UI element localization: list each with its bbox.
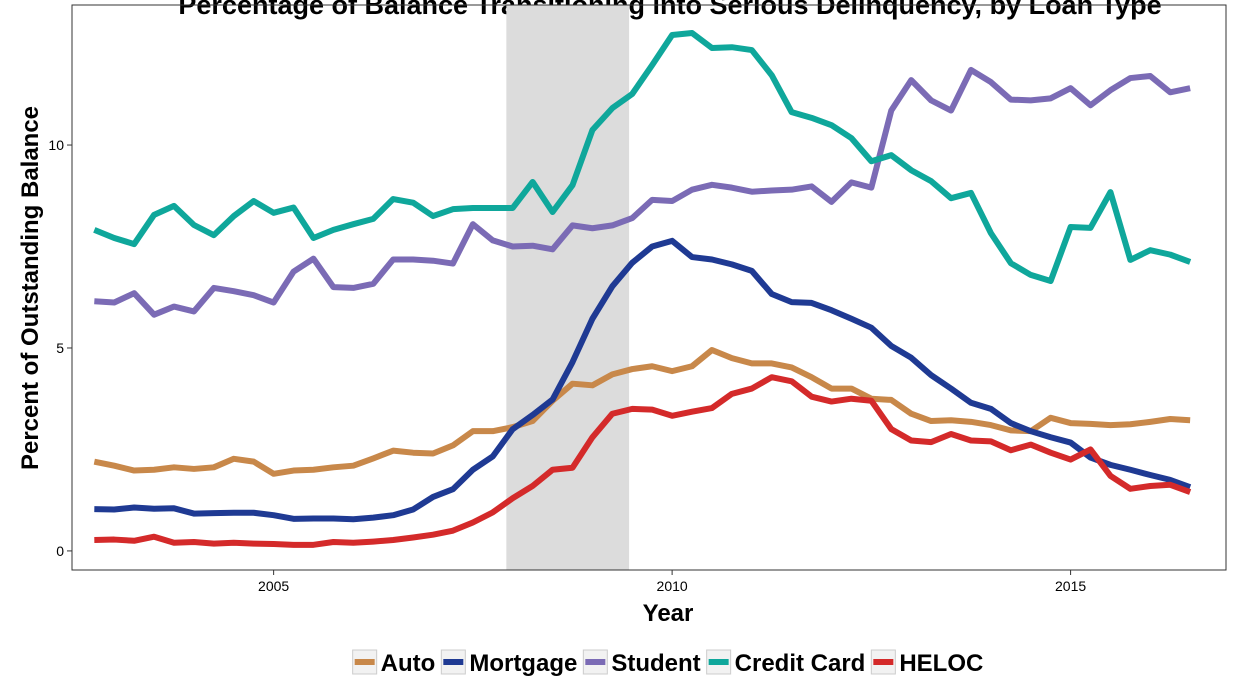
y-tick-label: 10 [48,137,64,153]
x-tick-label: 2015 [1055,578,1086,594]
series-line [94,237,1192,523]
legend-label: HELOC [899,650,983,677]
legend-label: Auto [381,650,436,677]
plot-border [71,4,1227,571]
legend-label: Mortgage [469,650,577,677]
series-line [94,66,1191,318]
x-tick-label: 2010 [657,578,688,594]
legend-label: Student [611,650,700,677]
series-line [93,30,1192,285]
x-axis-label: Year [643,600,694,627]
series-line [94,374,1192,548]
legend-label: Credit Card [735,650,866,677]
y-axis-label: Percent of Outstanding Balance [17,106,44,470]
x-tick-label: 2005 [258,578,289,594]
y-tick-label: 5 [56,340,64,356]
legend: Auto Mortgage Student Credit Card HELOC [352,649,983,677]
series-line [93,347,1191,477]
chart-title: Percentage of Balance Transitioning into… [178,0,1161,20]
y-tick-label: 0 [56,543,64,559]
